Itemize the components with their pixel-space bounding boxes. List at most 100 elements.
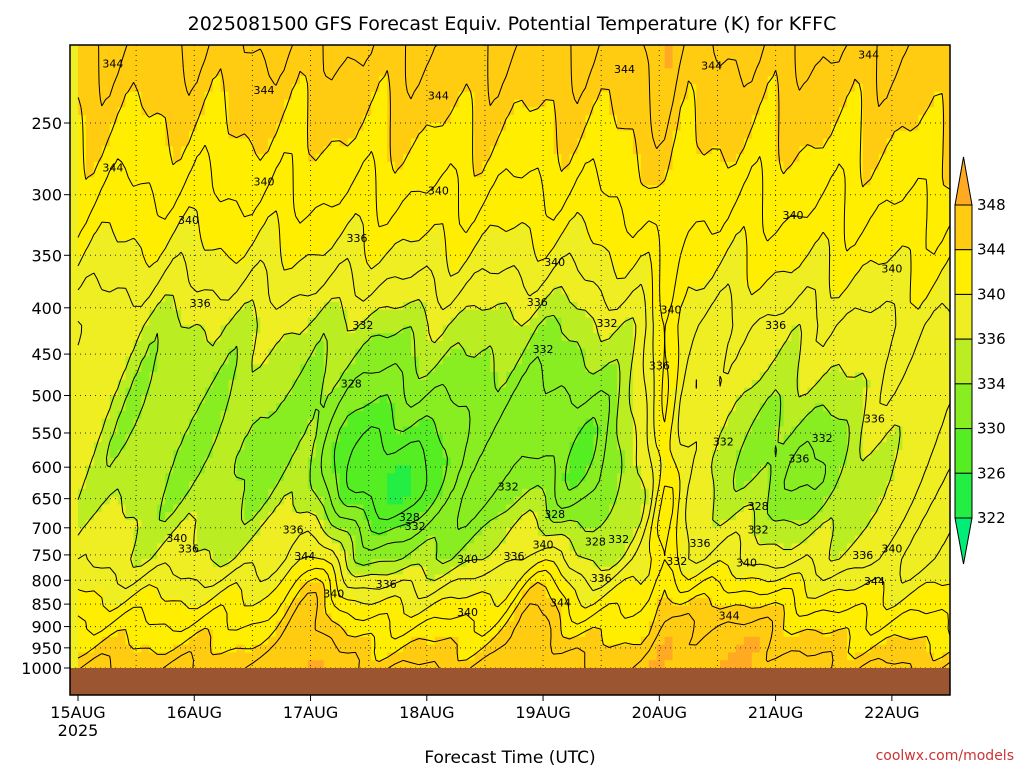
contour-fill-cell xyxy=(299,442,309,451)
contour-fill-cell xyxy=(117,387,127,397)
contour-fill-cell xyxy=(276,52,285,62)
contour-fill-cell xyxy=(339,590,349,599)
contour-fill-cell xyxy=(458,465,468,474)
contour-fill-cell xyxy=(117,660,127,669)
contour-fill-cell xyxy=(482,317,491,326)
contour-fill-cell xyxy=(204,395,214,404)
contour-fill-cell xyxy=(292,605,301,615)
contour-fill-cell xyxy=(331,629,341,638)
contour-fill-cell xyxy=(450,574,460,583)
contour-fill-cell xyxy=(553,621,563,630)
contour-fill-cell xyxy=(434,465,444,474)
contour-fill-cell xyxy=(260,270,269,280)
contour-fill-cell xyxy=(133,387,143,397)
contour-fill-cell xyxy=(347,115,357,124)
contour-fill-cell xyxy=(363,68,372,77)
contour-fill-cell xyxy=(514,60,523,69)
contour-fill-cell xyxy=(204,91,214,101)
contour-fill-cell xyxy=(101,364,111,373)
contour-fill-cell xyxy=(165,169,174,178)
contour-fill-cell xyxy=(212,169,222,178)
contour-fill-cell xyxy=(521,613,531,622)
contour-fill-cell xyxy=(347,473,357,482)
contour-fill-cell xyxy=(220,418,230,428)
contour-fill-cell xyxy=(347,465,357,474)
contour-fill-cell xyxy=(387,52,396,62)
contour-fill-cell xyxy=(133,263,143,272)
contour-fill-cell xyxy=(506,68,515,77)
contour-fill-cell xyxy=(101,309,111,319)
contour-fill-cell xyxy=(482,107,491,116)
contour-fill-cell xyxy=(529,418,539,428)
contour-fill-cell xyxy=(514,130,523,140)
contour-fill-cell xyxy=(490,504,499,513)
contour-fill-cell xyxy=(545,208,555,217)
contour-fill-cell xyxy=(78,527,87,537)
contour-fill-cell xyxy=(315,652,325,661)
contour-fill-cell xyxy=(379,379,388,389)
contour-fill-cell xyxy=(212,520,222,529)
contour-fill-cell xyxy=(212,582,222,591)
contour-fill-cell xyxy=(387,91,396,101)
contour-fill-cell xyxy=(149,216,158,225)
contour-fill-cell xyxy=(442,488,452,498)
contour-fill-cell xyxy=(395,231,404,241)
contour-fill-cell xyxy=(284,496,293,506)
contour-fill-cell xyxy=(458,309,468,319)
contour-fill-cell xyxy=(490,543,499,552)
contour-fill-cell xyxy=(212,333,222,342)
contour-fill-cell xyxy=(236,543,246,552)
contour-fill-cell xyxy=(149,231,158,241)
contour-fill-cell xyxy=(466,325,475,334)
contour-fill-cell xyxy=(141,535,150,544)
contour-fill-cell xyxy=(395,660,404,669)
contour-fill-cell xyxy=(292,481,301,490)
contour-fill-cell xyxy=(371,496,380,506)
contour-fill-cell xyxy=(133,45,143,54)
contour-fill-cell xyxy=(252,301,261,311)
contour-fill-cell xyxy=(506,496,515,506)
contour-fill-cell xyxy=(545,216,555,225)
contour-fill-cell xyxy=(506,309,515,319)
contour-fill-cell xyxy=(569,286,579,295)
contour-fill-cell xyxy=(466,660,475,669)
contour-fill-cell xyxy=(141,543,150,552)
contour-fill-cell xyxy=(299,543,309,552)
contour-fill-cell xyxy=(260,247,269,256)
contour-fill-cell xyxy=(315,535,325,544)
contour-fill-cell xyxy=(466,426,475,435)
contour-fill-cell xyxy=(521,574,531,583)
contour-fill-cell xyxy=(339,426,349,435)
contour-fill-cell xyxy=(117,566,127,576)
contour-fill-cell xyxy=(521,621,531,630)
contour-fill-cell xyxy=(85,154,95,163)
contour-fill-cell xyxy=(395,263,404,272)
contour-fill-cell xyxy=(498,185,507,194)
contour-fill-cell xyxy=(379,543,388,552)
contour-fill-cell xyxy=(395,83,404,93)
contour-fill-cell xyxy=(228,636,238,646)
contour-fill-cell xyxy=(514,138,523,147)
contour-fill-cell xyxy=(157,496,166,506)
contour-fill-cell xyxy=(561,317,571,326)
contour-fill-cell xyxy=(363,340,372,350)
contour-fill-cell xyxy=(315,286,325,295)
contour-fill-cell xyxy=(395,52,404,62)
contour-fill-cell xyxy=(410,364,420,373)
contour-fill-cell xyxy=(141,107,150,116)
contour-fill-cell xyxy=(466,154,475,163)
contour-fill-cell xyxy=(355,130,364,140)
contour-fill-cell xyxy=(307,621,317,630)
contour-fill-cell xyxy=(268,216,277,225)
contour-fill-cell xyxy=(450,551,460,560)
contour-fill-cell xyxy=(173,629,182,638)
contour-fill-cell xyxy=(434,535,444,544)
contour-fill-cell xyxy=(490,652,499,661)
contour-fill-cell xyxy=(173,660,182,669)
contour-fill-cell xyxy=(101,154,111,163)
contour-fill-cell xyxy=(157,512,166,521)
contour-fill-cell xyxy=(188,107,198,116)
contour-fill-cell xyxy=(466,76,475,85)
contour-fill-cell xyxy=(204,644,214,654)
contour-fill-cell xyxy=(545,527,555,537)
